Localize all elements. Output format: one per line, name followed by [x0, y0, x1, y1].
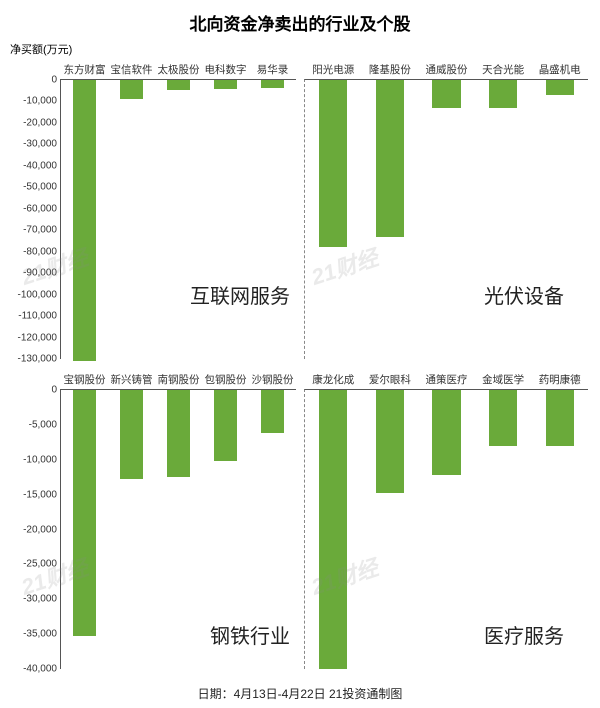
bar	[120, 80, 144, 99]
y-tick: 0	[51, 385, 61, 396]
sector-label: 钢铁行业	[210, 620, 290, 649]
chart-area: 0-10,000-20,000-30,000-40,000-50,000-60,…	[60, 79, 296, 359]
sector-label: 光伏设备	[484, 280, 564, 309]
bar	[489, 390, 517, 446]
bar	[261, 390, 285, 433]
x-tick: 康龙化成	[312, 372, 354, 387]
y-tick: -40,000	[23, 160, 61, 171]
bar	[167, 80, 191, 90]
panel-grid: 0 -10,000 -20,000 -30,000 -40,000 -50,000 -60,…	[8, 59, 592, 679]
chart-container: 北向资金净卖出的行业及个股 净买额(万元) 0 -10,000 -20,000 -30…	[0, 0, 600, 708]
x-tick: 宝钢股份	[64, 372, 106, 387]
x-tick: 天合光能	[482, 62, 524, 77]
bar	[546, 390, 574, 446]
bar	[261, 80, 285, 88]
y-tick: -10,000	[23, 96, 61, 107]
bar	[432, 80, 460, 108]
x-tick: 包钢股份	[205, 372, 247, 387]
panel-钢铁行业: 0 -5,000 -10,000 -15,000 -20,000 -25,000 -30,0…	[8, 369, 300, 679]
y-tick: -50,000	[23, 182, 61, 193]
y-tick: -30,000	[23, 139, 61, 150]
x-tick: 南钢股份	[158, 372, 200, 387]
chart-title: 北向资金净卖出的行业及个股	[8, 10, 592, 35]
y-tick: -100,000	[18, 289, 61, 300]
panel-光伏设备: 阳光电源隆基股份通威股份天合光能晶盛机电光伏设备	[300, 59, 592, 369]
y-tick: 0	[51, 75, 61, 86]
bar	[489, 80, 517, 108]
y-tick: -15,000	[23, 489, 61, 500]
y-tick: -120,000	[18, 332, 61, 343]
bar	[167, 390, 191, 477]
y-tick: -80,000	[23, 246, 61, 257]
x-tick: 太极股份	[158, 62, 200, 77]
x-tick: 东方财富	[64, 62, 106, 77]
bar	[214, 80, 238, 89]
x-tick: 电科数字	[205, 62, 247, 77]
x-tick: 通威股份	[426, 62, 468, 77]
y-tick: -70,000	[23, 225, 61, 236]
y-axis-label: 净买额(万元)	[10, 41, 592, 57]
y-tick: -25,000	[23, 559, 61, 570]
y-tick: -20,000	[23, 524, 61, 535]
y-tick: -90,000	[23, 268, 61, 279]
x-tick: 易华录	[257, 62, 289, 77]
bar	[214, 390, 238, 461]
x-tick: 新兴铸管	[111, 372, 153, 387]
y-tick: -130,000	[18, 354, 61, 365]
y-tick: -40,000	[23, 664, 61, 675]
panel-医疗服务: 康龙化成爱尔眼科通策医疗金域医学药明康德医疗服务	[300, 369, 592, 679]
chart-footer: 日期：4月13日-4月22日 21投资通制图	[8, 685, 592, 702]
bar	[376, 390, 404, 493]
bar	[319, 390, 347, 669]
x-tick: 金域医学	[482, 372, 524, 387]
y-tick: -30,000	[23, 594, 61, 605]
y-tick: -35,000	[23, 629, 61, 640]
bar	[432, 390, 460, 475]
x-tick: 隆基股份	[369, 62, 411, 77]
sector-label: 互联网服务	[190, 280, 290, 309]
bar	[546, 80, 574, 95]
y-tick: -20,000	[23, 117, 61, 128]
bar	[376, 80, 404, 237]
x-tick: 阳光电源	[312, 62, 354, 77]
bar	[120, 390, 144, 479]
x-tick: 爱尔眼科	[369, 372, 411, 387]
bar	[73, 80, 97, 361]
x-tick: 通策医疗	[426, 372, 468, 387]
x-tick: 宝信软件	[111, 62, 153, 77]
x-tick: 药明康德	[539, 372, 581, 387]
y-tick: -110,000	[18, 311, 61, 322]
sector-label: 医疗服务	[484, 620, 564, 649]
y-tick: -60,000	[23, 203, 61, 214]
bar	[319, 80, 347, 247]
panel-互联网服务: 0 -10,000 -20,000 -30,000 -40,000 -50,000 -60,…	[8, 59, 300, 369]
x-tick: 晶盛机电	[539, 62, 581, 77]
chart-area: 阳光电源隆基股份通威股份天合光能晶盛机电	[304, 79, 588, 359]
y-tick: -10,000	[23, 454, 61, 465]
y-tick: -5,000	[29, 419, 61, 430]
x-tick: 沙钢股份	[252, 372, 294, 387]
bar	[73, 390, 97, 636]
